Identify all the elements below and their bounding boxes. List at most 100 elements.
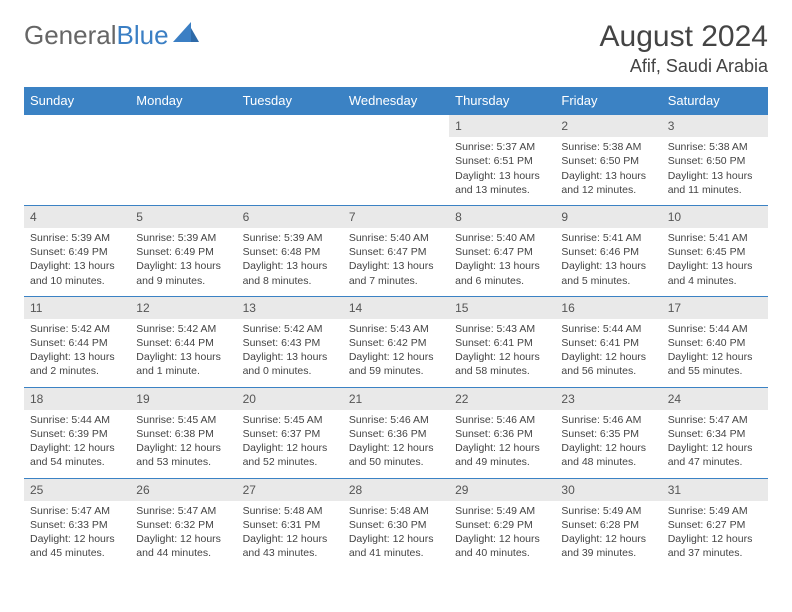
detail-row: Sunrise: 5:44 AMSunset: 6:39 PMDaylight:…	[24, 410, 768, 478]
daynum-row: 18192021222324	[24, 387, 768, 410]
daylight-line1: Daylight: 12 hours	[30, 532, 124, 546]
day-detail-cell: Sunrise: 5:48 AMSunset: 6:30 PMDaylight:…	[343, 501, 449, 569]
sunset-text: Sunset: 6:35 PM	[561, 427, 655, 441]
day-header: Wednesday	[343, 87, 449, 115]
page-title: August 2024	[600, 20, 768, 54]
sunrise-text: Sunrise: 5:45 AM	[243, 413, 337, 427]
day-number-cell: 6	[237, 205, 343, 228]
sunrise-text: Sunrise: 5:39 AM	[243, 231, 337, 245]
day-number-cell	[343, 115, 449, 138]
daylight-line1: Daylight: 13 hours	[30, 350, 124, 364]
day-number-cell: 15	[449, 296, 555, 319]
daylight-line1: Daylight: 12 hours	[561, 532, 655, 546]
daylight-line1: Daylight: 12 hours	[243, 532, 337, 546]
sunrise-text: Sunrise: 5:45 AM	[136, 413, 230, 427]
day-detail-cell: Sunrise: 5:38 AMSunset: 6:50 PMDaylight:…	[555, 137, 661, 205]
sunset-text: Sunset: 6:34 PM	[668, 427, 762, 441]
daynum-row: 25262728293031	[24, 478, 768, 501]
day-number: 1	[455, 119, 462, 133]
day-number: 9	[561, 210, 568, 224]
daylight-line1: Daylight: 13 hours	[349, 259, 443, 273]
day-number-cell	[237, 115, 343, 138]
sunrise-text: Sunrise: 5:37 AM	[455, 140, 549, 154]
day-detail-cell: Sunrise: 5:47 AMSunset: 6:33 PMDaylight:…	[24, 501, 130, 569]
day-number: 6	[243, 210, 250, 224]
daylight-line2: and 11 minutes.	[668, 183, 762, 197]
day-header-row: Sunday Monday Tuesday Wednesday Thursday…	[24, 87, 768, 115]
daylight-line1: Daylight: 12 hours	[455, 532, 549, 546]
sunrise-text: Sunrise: 5:41 AM	[668, 231, 762, 245]
day-number-cell: 25	[24, 478, 130, 501]
day-number-cell: 29	[449, 478, 555, 501]
day-number: 26	[136, 483, 149, 497]
day-detail-cell: Sunrise: 5:49 AMSunset: 6:28 PMDaylight:…	[555, 501, 661, 569]
daylight-line1: Daylight: 12 hours	[668, 441, 762, 455]
daynum-row: 123	[24, 115, 768, 138]
daylight-line2: and 58 minutes.	[455, 364, 549, 378]
day-detail-cell: Sunrise: 5:39 AMSunset: 6:49 PMDaylight:…	[130, 228, 236, 296]
daylight-line1: Daylight: 12 hours	[349, 350, 443, 364]
day-number-cell: 20	[237, 387, 343, 410]
daylight-line1: Daylight: 13 hours	[455, 259, 549, 273]
daynum-row: 11121314151617	[24, 296, 768, 319]
day-detail-cell	[24, 137, 130, 205]
sail-icon	[173, 20, 199, 51]
daylight-line2: and 47 minutes.	[668, 455, 762, 469]
day-detail-cell: Sunrise: 5:44 AMSunset: 6:39 PMDaylight:…	[24, 410, 130, 478]
day-number: 25	[30, 483, 43, 497]
sunset-text: Sunset: 6:37 PM	[243, 427, 337, 441]
day-number: 17	[668, 301, 681, 315]
sunrise-text: Sunrise: 5:43 AM	[349, 322, 443, 336]
day-number: 29	[455, 483, 468, 497]
brand-part1: General	[24, 20, 117, 51]
sunrise-text: Sunrise: 5:42 AM	[30, 322, 124, 336]
day-number: 8	[455, 210, 462, 224]
daylight-line2: and 9 minutes.	[136, 274, 230, 288]
day-detail-cell: Sunrise: 5:46 AMSunset: 6:35 PMDaylight:…	[555, 410, 661, 478]
daylight-line1: Daylight: 12 hours	[668, 350, 762, 364]
day-number: 4	[30, 210, 37, 224]
day-number: 28	[349, 483, 362, 497]
day-number: 22	[455, 392, 468, 406]
daylight-line2: and 8 minutes.	[243, 274, 337, 288]
day-number: 12	[136, 301, 149, 315]
day-number-cell: 11	[24, 296, 130, 319]
day-number-cell: 4	[24, 205, 130, 228]
sunrise-text: Sunrise: 5:41 AM	[561, 231, 655, 245]
sunset-text: Sunset: 6:49 PM	[136, 245, 230, 259]
day-detail-cell: Sunrise: 5:46 AMSunset: 6:36 PMDaylight:…	[449, 410, 555, 478]
daylight-line1: Daylight: 12 hours	[349, 441, 443, 455]
sunrise-text: Sunrise: 5:49 AM	[668, 504, 762, 518]
day-header: Thursday	[449, 87, 555, 115]
sunset-text: Sunset: 6:28 PM	[561, 518, 655, 532]
day-detail-cell: Sunrise: 5:45 AMSunset: 6:38 PMDaylight:…	[130, 410, 236, 478]
daylight-line2: and 48 minutes.	[561, 455, 655, 469]
day-number-cell: 16	[555, 296, 661, 319]
sunrise-text: Sunrise: 5:43 AM	[455, 322, 549, 336]
calendar-page: GeneralBlue August 2024 Afif, Saudi Arab…	[0, 0, 792, 612]
day-number: 10	[668, 210, 681, 224]
day-number: 24	[668, 392, 681, 406]
day-number: 20	[243, 392, 256, 406]
day-number-cell: 3	[662, 115, 768, 138]
daylight-line2: and 59 minutes.	[349, 364, 443, 378]
daylight-line2: and 53 minutes.	[136, 455, 230, 469]
sunrise-text: Sunrise: 5:38 AM	[561, 140, 655, 154]
day-header: Tuesday	[237, 87, 343, 115]
day-number: 7	[349, 210, 356, 224]
sunset-text: Sunset: 6:44 PM	[136, 336, 230, 350]
sunset-text: Sunset: 6:46 PM	[561, 245, 655, 259]
sunset-text: Sunset: 6:41 PM	[561, 336, 655, 350]
day-number: 11	[30, 301, 42, 315]
day-detail-cell: Sunrise: 5:42 AMSunset: 6:44 PMDaylight:…	[130, 319, 236, 387]
daylight-line1: Daylight: 12 hours	[561, 441, 655, 455]
day-detail-cell: Sunrise: 5:41 AMSunset: 6:46 PMDaylight:…	[555, 228, 661, 296]
page-header: GeneralBlue August 2024 Afif, Saudi Arab…	[24, 20, 768, 77]
daylight-line2: and 2 minutes.	[30, 364, 124, 378]
day-detail-cell	[237, 137, 343, 205]
sunset-text: Sunset: 6:31 PM	[243, 518, 337, 532]
daylight-line1: Daylight: 12 hours	[243, 441, 337, 455]
daylight-line2: and 1 minute.	[136, 364, 230, 378]
day-detail-cell: Sunrise: 5:43 AMSunset: 6:42 PMDaylight:…	[343, 319, 449, 387]
day-detail-cell: Sunrise: 5:41 AMSunset: 6:45 PMDaylight:…	[662, 228, 768, 296]
